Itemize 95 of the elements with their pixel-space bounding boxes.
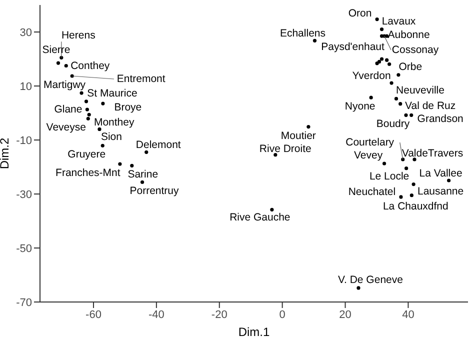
- point: [306, 124, 310, 129]
- annotation: Vevey: [354, 149, 384, 162]
- point: [399, 195, 403, 199]
- point: [356, 286, 360, 290]
- point: [412, 158, 416, 162]
- point: [412, 182, 416, 186]
- annotation: Martigwy: [44, 79, 86, 92]
- y-tick-label: -30: [16, 188, 32, 201]
- annotation: Sarine: [128, 168, 158, 181]
- point: [274, 153, 278, 157]
- annotation: Courtelary: [346, 136, 395, 148]
- annotation: Oron: [348, 7, 372, 20]
- point: [85, 108, 90, 112]
- annotation: V. De Geneve: [338, 274, 404, 286]
- point: [84, 100, 88, 104]
- point: [140, 180, 144, 184]
- point: [369, 96, 373, 100]
- point: [80, 91, 84, 95]
- annotation: ValdeTravers: [402, 147, 464, 160]
- x-tick-label: -60: [86, 308, 102, 321]
- x-axis-title: Dim.1: [238, 325, 270, 338]
- annotation: Sion: [100, 131, 122, 144]
- annotation: Sierre: [42, 44, 70, 56]
- annotation: Glane: [54, 103, 82, 116]
- x-tick-label: 20: [339, 308, 352, 321]
- annotation: Moutier: [280, 130, 316, 142]
- point: [56, 61, 60, 65]
- annotation: La Vallee: [419, 168, 462, 180]
- annotation: Grandson: [417, 113, 464, 126]
- point: [394, 96, 398, 100]
- point: [401, 158, 405, 162]
- annotation: Franches-Mnt: [56, 167, 120, 180]
- annotation: Monthey: [94, 116, 135, 129]
- point: [130, 164, 134, 168]
- annotation: Aubonne: [388, 29, 430, 42]
- annotation: Porrentruy: [130, 185, 180, 198]
- annotation: Rive Gauche: [230, 212, 290, 224]
- annotation: Orbe: [398, 60, 422, 73]
- annotation: Nyone: [344, 100, 376, 113]
- y-tick-label: -10: [16, 134, 32, 147]
- annotation: Gruyere: [68, 148, 106, 161]
- y-axis-title: Dim.2: [0, 138, 12, 170]
- point: [86, 116, 90, 120]
- annotation: Veveyse: [46, 122, 86, 134]
- annotation: Val de Ruz: [405, 100, 456, 112]
- point: [410, 194, 414, 198]
- annotation: Lausanne: [417, 185, 464, 198]
- point: [382, 162, 386, 166]
- point: [87, 112, 91, 116]
- y-tick-label: 30: [20, 26, 32, 39]
- point: [396, 73, 400, 77]
- point: [101, 102, 105, 106]
- x-tick-label: -20: [211, 308, 228, 321]
- annotation: Herens: [61, 30, 96, 42]
- annotation: Paysd'enhaut: [321, 41, 384, 54]
- point: [64, 64, 68, 68]
- annotation: Conthey: [70, 60, 110, 72]
- annotation: Le Locle: [369, 170, 410, 182]
- annotation: Neuveville: [396, 84, 445, 97]
- point: [447, 178, 451, 182]
- annotation: Rive Droite: [259, 142, 312, 155]
- point: [312, 38, 317, 42]
- point: [270, 208, 274, 212]
- y-tick-label: -70: [16, 296, 32, 309]
- point: [375, 18, 379, 22]
- annotation: Delemont: [136, 139, 181, 152]
- y-tick-label: -50: [16, 242, 32, 255]
- point: [410, 113, 414, 117]
- point: [377, 60, 382, 64]
- point: [144, 150, 148, 154]
- annotation: Echallens: [280, 28, 326, 40]
- annotation: Neuchatel: [348, 186, 396, 198]
- annotation: Entremont: [116, 73, 166, 86]
- point: [404, 166, 408, 170]
- point: [388, 62, 392, 66]
- point: [390, 81, 394, 85]
- y-tick-label: 10: [20, 80, 32, 93]
- point: [60, 56, 64, 60]
- annotation: La Chauxdfnd: [382, 200, 449, 212]
- annotation: Yverdon: [352, 70, 391, 82]
- annotation: Lavaux: [382, 15, 416, 28]
- point: [385, 58, 389, 62]
- x-tick-label: 40: [402, 308, 414, 321]
- annotation: Boudry: [376, 118, 410, 130]
- annotation: St Maurice: [87, 87, 138, 100]
- point: [100, 144, 104, 148]
- x-tick-label: 0: [279, 308, 286, 321]
- point: [118, 162, 122, 166]
- point: [380, 57, 384, 61]
- point: [380, 28, 384, 32]
- annotation: Cossonay: [392, 44, 440, 56]
- x-tick-label: -40: [148, 308, 164, 321]
- annotation: Broye: [114, 102, 142, 114]
- point: [404, 113, 408, 117]
- point: [398, 102, 402, 106]
